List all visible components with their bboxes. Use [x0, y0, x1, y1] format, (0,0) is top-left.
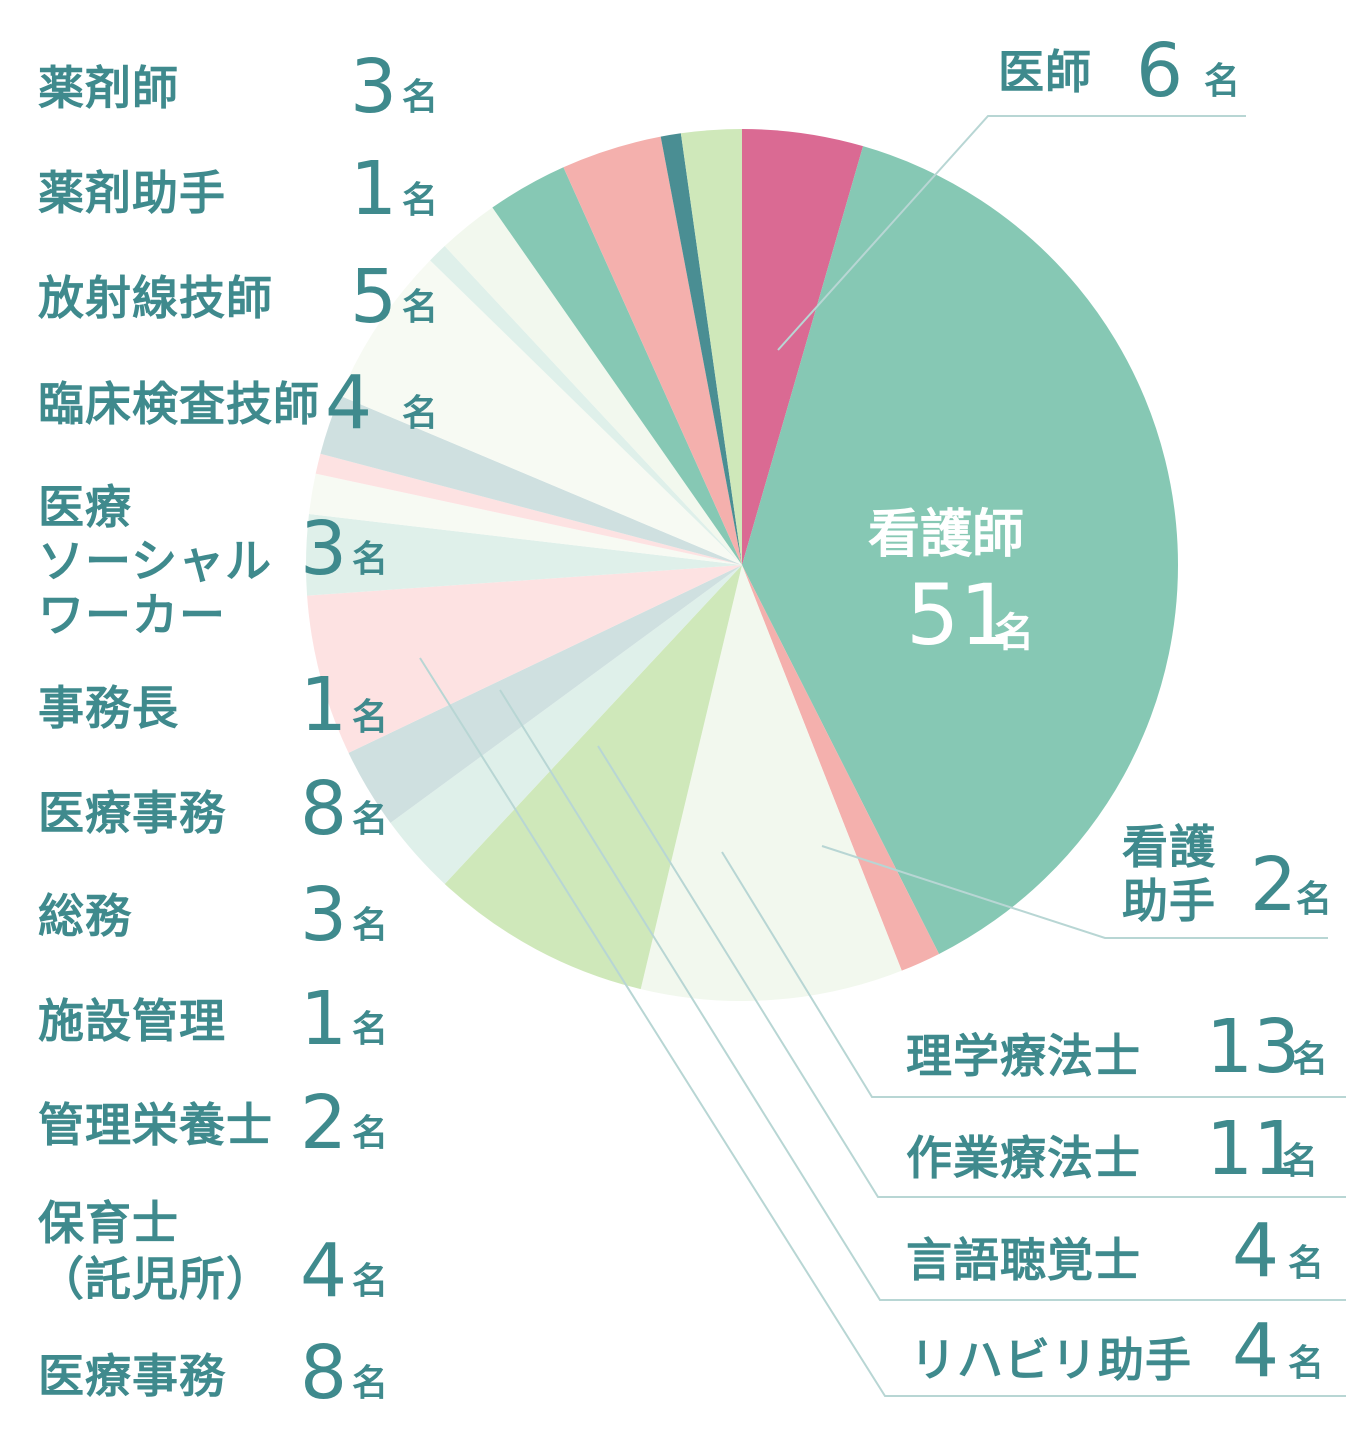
label-name: 看護 助手: [1122, 820, 1216, 928]
label-value: 11: [1206, 1106, 1301, 1192]
inner-label-unit: 名: [994, 610, 1034, 656]
label-value: 1: [350, 146, 398, 232]
label-unit: 名: [352, 799, 389, 840]
pie-slice: [315, 453, 742, 565]
pie-slice: [742, 129, 864, 565]
label-name: リハビリ助手: [910, 1333, 1192, 1387]
label-unit: 名: [352, 1113, 389, 1154]
inner-label-name: 看護師: [868, 505, 1025, 565]
label-value: 3: [300, 506, 348, 592]
label-name: 理学療法士: [906, 1029, 1141, 1083]
label-unit: 名: [1288, 1343, 1325, 1384]
label-unit: 名: [352, 1363, 389, 1404]
pie-slice: [742, 565, 940, 971]
pie-slice: [320, 395, 742, 565]
leader-line: [721, 851, 1346, 1098]
label-value: 8: [300, 766, 348, 852]
leader-line: [821, 845, 1328, 939]
label-unit: 名: [352, 1009, 389, 1050]
label-unit: 名: [402, 180, 439, 221]
leader-line: [419, 657, 1346, 1397]
label-name: 事務長: [38, 681, 179, 735]
pie-slice: [348, 565, 742, 823]
pie-slice: [444, 207, 742, 565]
leader-line: [777, 115, 1246, 351]
inner-label-value: 51: [906, 566, 1013, 664]
label-value: 3: [350, 44, 398, 130]
label-unit: 名: [1288, 1243, 1325, 1284]
label-name: 作業療法士: [906, 1131, 1141, 1185]
pie-slice: [307, 565, 742, 753]
label-name: 施設管理: [38, 994, 226, 1048]
pie-slice: [444, 565, 742, 990]
label-unit: 名: [402, 393, 439, 434]
label-unit: 名: [352, 539, 389, 580]
label-value: 13: [1206, 1004, 1301, 1090]
label-name: 臨床検査技師: [38, 377, 320, 431]
label-unit: 名: [352, 905, 389, 946]
pie-slice: [340, 260, 742, 565]
pie-slice: [680, 129, 742, 565]
pie-slice: [660, 133, 742, 565]
label-value: 2: [1250, 842, 1298, 928]
label-unit: 名: [402, 77, 439, 118]
label-name: 医療 ソーシャル ワーカー: [38, 480, 273, 642]
leader-line: [499, 689, 1346, 1301]
label-name: 薬剤助手: [38, 166, 226, 220]
label-value: 2: [300, 1080, 348, 1166]
label-name: 放射線技師: [38, 271, 273, 325]
label-unit: 名: [1292, 1039, 1329, 1080]
pie-slice: [306, 514, 742, 596]
label-value: 5: [350, 254, 398, 340]
label-name: 薬剤師: [38, 61, 179, 115]
label-unit: 名: [352, 697, 389, 738]
leader-line: [597, 745, 1346, 1198]
label-value: 3: [300, 872, 348, 958]
label-name: 医師: [998, 45, 1092, 99]
label-unit: 名: [352, 1261, 389, 1302]
label-value: 8: [300, 1330, 348, 1416]
pie-slice: [563, 136, 742, 565]
pie-slice: [742, 146, 1178, 954]
label-unit: 名: [1282, 1141, 1319, 1182]
pie-slice: [492, 167, 742, 565]
label-value: 1: [300, 662, 348, 748]
label-value: 4: [1232, 1208, 1280, 1294]
label-unit: 名: [1296, 879, 1333, 920]
label-unit: 名: [402, 287, 439, 328]
label-name: 総務: [38, 889, 132, 943]
pie-slice: [430, 246, 742, 565]
pie-slice: [308, 473, 742, 565]
label-value: 6: [1136, 28, 1184, 114]
label-name: 医療事務: [38, 1349, 226, 1403]
label-name: 医療事務: [38, 786, 226, 840]
label-value: 4: [1232, 1308, 1280, 1394]
label-name: 保育士 （託児所）: [38, 1196, 273, 1306]
label-unit: 名: [1204, 61, 1241, 102]
label-name: 管理栄養士: [38, 1098, 273, 1152]
label-value: 4: [300, 1228, 348, 1314]
label-value: 4: [325, 360, 373, 446]
label-name: 言語聴覚士: [906, 1233, 1141, 1287]
pie-slice: [640, 565, 902, 1001]
pie-slice: [390, 565, 742, 884]
label-value: 1: [300, 976, 348, 1062]
